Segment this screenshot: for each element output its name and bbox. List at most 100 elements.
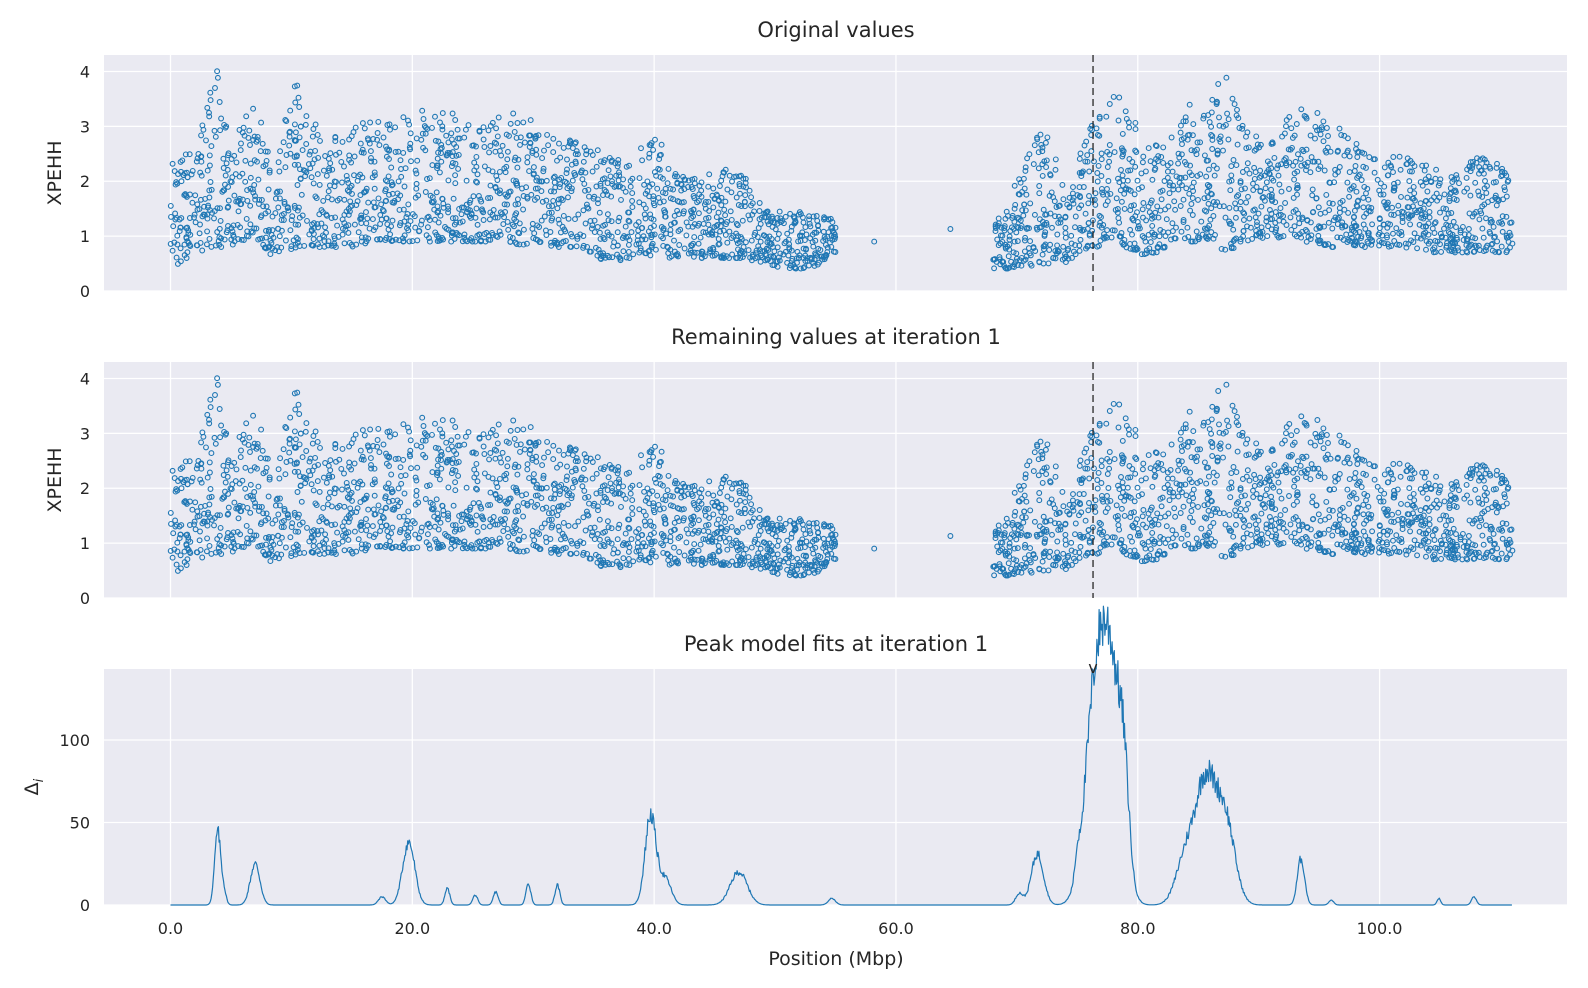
data-point [762,257,769,264]
data-point [175,478,181,484]
data-point [790,520,797,527]
data-point [1454,244,1461,251]
data-point [375,118,382,125]
data-point [1047,210,1054,217]
data-point [339,486,345,493]
data-point [716,183,723,189]
data-point [562,545,569,551]
data-point [310,180,317,187]
data-point [362,240,369,247]
data-point [169,247,176,254]
data-point [295,221,302,228]
data-point [1003,265,1010,272]
data-point [297,123,304,130]
data-point [1253,232,1260,239]
data-point [737,541,744,548]
data-point [533,132,539,139]
data-point [233,159,240,166]
data-point [326,167,333,174]
data-point [466,199,473,206]
data-point [357,523,364,529]
data-point [624,233,631,240]
data-point [263,464,270,471]
data-point [345,529,352,536]
data-point [217,512,223,519]
data-point [416,228,422,235]
data-point [371,169,378,176]
data-point [1125,119,1132,126]
data-point [385,173,392,180]
data-point [1339,224,1346,231]
data-point [556,527,563,534]
data-point [776,515,783,522]
data-point [690,193,697,199]
data-point [722,519,729,526]
data-point [1275,162,1282,169]
data-point [641,211,648,218]
data-point [672,477,679,484]
data-point [446,149,453,156]
data-point [292,129,299,136]
data-point [532,236,539,243]
panel-title: Original values [757,18,914,42]
data-point [182,151,189,158]
data-point [1178,175,1185,181]
data-point [351,460,358,467]
data-point [616,169,622,176]
data-point [464,545,471,552]
data-point [388,164,395,171]
data-point [386,428,393,435]
data-point [1094,170,1101,176]
data-point [458,518,465,525]
data-point [434,462,441,469]
data-point [1147,239,1154,246]
data-point [472,214,479,221]
data-point [568,161,575,168]
data-point [745,554,752,561]
data-point [739,217,746,224]
data-point [374,543,380,550]
data-point [280,139,287,146]
data-point [1361,213,1367,220]
data-point [533,481,540,488]
data-point [448,443,455,450]
data-point [1325,219,1332,226]
data-point [235,505,241,512]
data-point [609,181,616,188]
data-point [1420,205,1427,212]
data-point [406,545,413,552]
data-point [626,255,633,262]
data-point [266,167,273,174]
data-point [1042,139,1049,146]
data-point [358,214,365,221]
data-point [400,114,407,121]
data-point [412,167,419,174]
data-point [550,149,557,156]
data-point [1507,232,1514,239]
data-point [646,461,653,468]
data-point [1195,196,1201,203]
data-point [370,199,377,206]
data-point [722,212,729,219]
data-point [332,521,339,528]
data-point [222,172,229,179]
data-point [1104,234,1110,241]
data-point [389,544,396,551]
data-point [1449,231,1456,238]
data-point [788,530,795,537]
data-point [641,488,648,495]
data-point [802,224,809,231]
data-point [1366,154,1373,161]
data-point [1354,154,1361,160]
data-point [526,439,533,446]
data-point [609,464,615,471]
data-point [332,138,339,145]
data-point [422,189,429,195]
data-point [1490,179,1497,186]
data-point [774,235,781,242]
data-point [658,540,665,547]
data-point [1369,238,1376,245]
data-point [1295,215,1302,222]
data-point [580,242,587,249]
data-point [1315,158,1322,165]
